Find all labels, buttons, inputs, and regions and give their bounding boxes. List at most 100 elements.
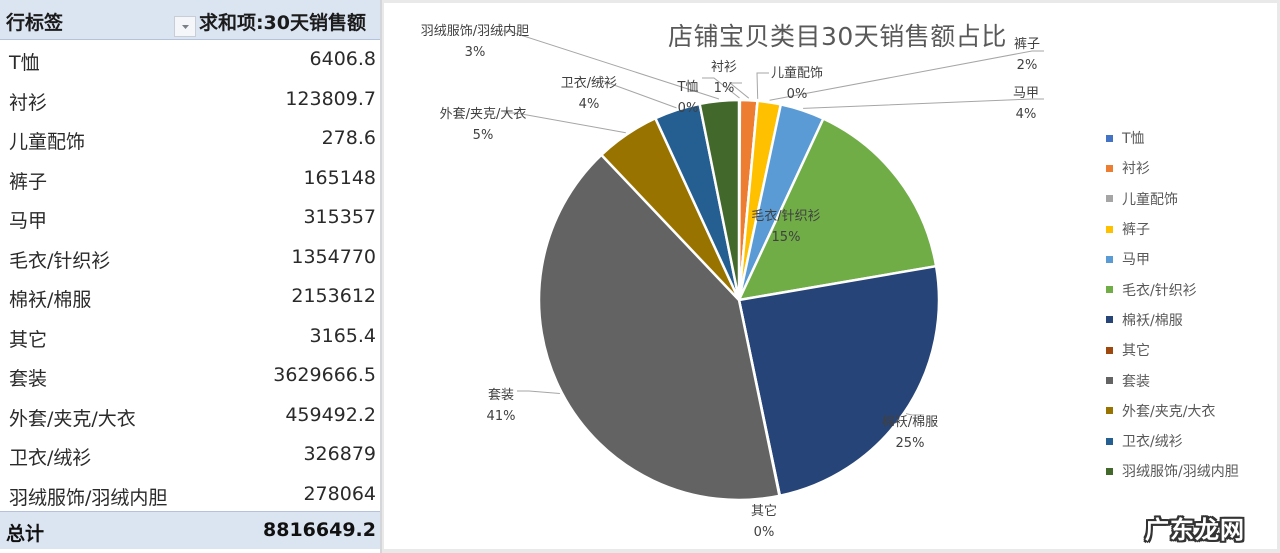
table-row[interactable]: 棉袄/棉服 2153612 [0, 277, 380, 317]
leader-line [496, 30, 720, 100]
leader-lines [496, 30, 1044, 416]
row-label: 毛衣/针织衫 [9, 249, 111, 272]
data-label-percent: 2% [1016, 58, 1038, 73]
row-label: 马甲 [9, 210, 48, 232]
data-label[interactable]: 裤子 2% [1014, 34, 1040, 76]
grand-total-row[interactable]: 总计 8816649.2 [0, 511, 380, 549]
legend-item[interactable]: 裤子 [1106, 214, 1239, 244]
data-label[interactable]: T恤 0% [678, 77, 699, 119]
pie-slice[interactable] [698, 98, 741, 302]
row-value: 6406.8 [309, 48, 376, 70]
legend-item[interactable]: 其它 [1106, 335, 1239, 365]
grand-total-label: 总计 [6, 523, 45, 545]
data-label-category: 棉袄/棉服 [881, 415, 939, 430]
legend-item[interactable]: T恤 [1106, 123, 1239, 153]
data-label-category: 卫衣/绒衫 [560, 76, 618, 91]
leader-line [905, 413, 924, 416]
data-label-percent: 3% [464, 45, 486, 60]
data-label[interactable]: 马甲 4% [1013, 83, 1039, 125]
data-label-category: 套装 [487, 388, 514, 403]
legend-swatch-icon [1106, 437, 1113, 445]
data-label-percent: 41% [486, 409, 516, 424]
data-label[interactable]: 毛衣/针织衫 15% [751, 206, 820, 248]
grand-total-value: 8816649.2 [263, 519, 376, 541]
legend-item[interactable]: 卫衣/绒衫 [1106, 426, 1239, 456]
chart-legend[interactable]: T恤 衬衫儿童配饰裤子马甲 毛衣/针织衫 棉袄/棉服 其它 套装 外套/夹克/大衣卫衣/绒衫… [1106, 123, 1239, 487]
legend-label: 儿童配饰 [1122, 191, 1178, 208]
data-label[interactable]: 羽绒服饰/羽绒内胆 3% [421, 21, 529, 63]
legend-swatch-icon [1106, 377, 1113, 385]
row-value: 2153612 [291, 285, 376, 307]
data-label[interactable]: 衬衫 1% [711, 57, 737, 99]
data-label[interactable]: 套装 41% [487, 385, 516, 427]
legend-label: 裤子 [1122, 222, 1150, 239]
chart-title[interactable]: 店铺宝贝类目30天销售额占比 [668, 22, 1007, 51]
data-label[interactable]: 儿童配饰 0% [771, 63, 823, 105]
leader-line [504, 112, 626, 134]
table-row[interactable]: 儿童配饰 278.6 [0, 119, 380, 159]
table-row[interactable]: 毛衣/针织衫 1354770 [0, 238, 380, 278]
watermark-text: 广东龙网 [1145, 516, 1245, 544]
data-label-category: 衬衫 [710, 60, 738, 75]
leader-line [803, 98, 1044, 109]
data-label[interactable]: 外套/夹克/大衣 5% [440, 104, 527, 146]
data-label-percent: 15% [771, 230, 801, 245]
data-label-percent: 25% [895, 436, 925, 451]
data-label-percent: 0% [753, 525, 775, 540]
data-label-category: 儿童配饰 [770, 66, 824, 81]
pie-slices[interactable] [537, 98, 941, 502]
table-row[interactable]: 套装 3629666.5 [0, 356, 380, 396]
pie-chart[interactable] [384, 3, 1277, 549]
data-label[interactable]: 棉袄/棉服 25% [882, 412, 938, 454]
legend-item[interactable]: 儿童配饰 [1106, 184, 1239, 214]
row-labels-header: 行标签 [6, 12, 64, 34]
leader-line [728, 82, 750, 99]
legend-item[interactable]: 衬衫 [1106, 153, 1239, 183]
data-label[interactable]: 卫衣/绒衫 4% [561, 73, 617, 115]
row-value: 3629666.5 [273, 364, 376, 386]
data-label-category: T恤 [677, 80, 699, 95]
data-label-percent: 1% [713, 81, 735, 96]
data-label-percent: 0% [677, 101, 699, 116]
table-row[interactable]: 其它 3165.4 [0, 317, 380, 357]
legend-item[interactable]: 毛衣/针织衫 [1106, 274, 1239, 304]
data-label-category: 裤子 [1013, 37, 1041, 52]
data-label-percent: 5% [472, 128, 494, 143]
leader-line [702, 77, 740, 99]
legend-swatch-icon [1106, 407, 1113, 415]
row-labels-filter-button[interactable] [174, 16, 196, 37]
legend-swatch-icon [1106, 195, 1113, 203]
data-label-percent: 0% [786, 87, 808, 102]
pie-slice[interactable] [737, 264, 941, 498]
table-row[interactable]: 卫衣/绒衫 326879 [0, 435, 380, 475]
data-label[interactable]: 其它 0% [751, 501, 777, 543]
data-label-category: 马甲 [1012, 86, 1040, 101]
row-label: T恤 [9, 52, 40, 74]
legend-item[interactable]: 羽绒服饰/羽绒内胆 [1106, 456, 1239, 486]
pie-slice[interactable] [537, 153, 781, 502]
table-row[interactable]: 外套/夹克/大衣 459492.2 [0, 396, 380, 436]
table-row[interactable]: 裤子 165148 [0, 159, 380, 199]
legend-swatch-icon [1106, 316, 1113, 324]
legend-item[interactable]: 套装 [1106, 365, 1239, 395]
sum-field-header: 求和项:30天销售额 [198, 12, 366, 34]
table-row[interactable]: T恤 6406.8 [0, 40, 380, 80]
legend-item[interactable]: 马甲 [1106, 244, 1239, 274]
table-row[interactable]: 马甲 315357 [0, 198, 380, 238]
pie-chart-area[interactable]: 店铺宝贝类目30天销售额占比 T恤 0% 衬衫 1% 儿童配饰 0% 裤子 2% 马甲 4% 毛衣/… [384, 3, 1277, 549]
row-value: 459492.2 [285, 403, 376, 426]
legend-label: 卫衣/绒衫 [1122, 434, 1183, 451]
legend-swatch-icon [1106, 225, 1113, 233]
leader-line [769, 50, 1044, 101]
row-label: 裤子 [9, 170, 48, 193]
table-row[interactable]: 羽绒服饰/羽绒内胆 278064 [0, 475, 380, 515]
leader-line [756, 72, 769, 99]
table-row[interactable]: 衬衫 123809.7 [0, 80, 380, 120]
row-value: 326879 [303, 443, 376, 465]
pie-slice[interactable] [737, 117, 938, 302]
row-value: 165148 [303, 166, 376, 189]
row-label: 衬衫 [9, 91, 48, 114]
legend-item[interactable]: 外套/夹克/大衣 [1106, 396, 1239, 426]
legend-swatch-icon [1106, 346, 1113, 354]
legend-item[interactable]: 棉袄/棉服 [1106, 305, 1239, 335]
